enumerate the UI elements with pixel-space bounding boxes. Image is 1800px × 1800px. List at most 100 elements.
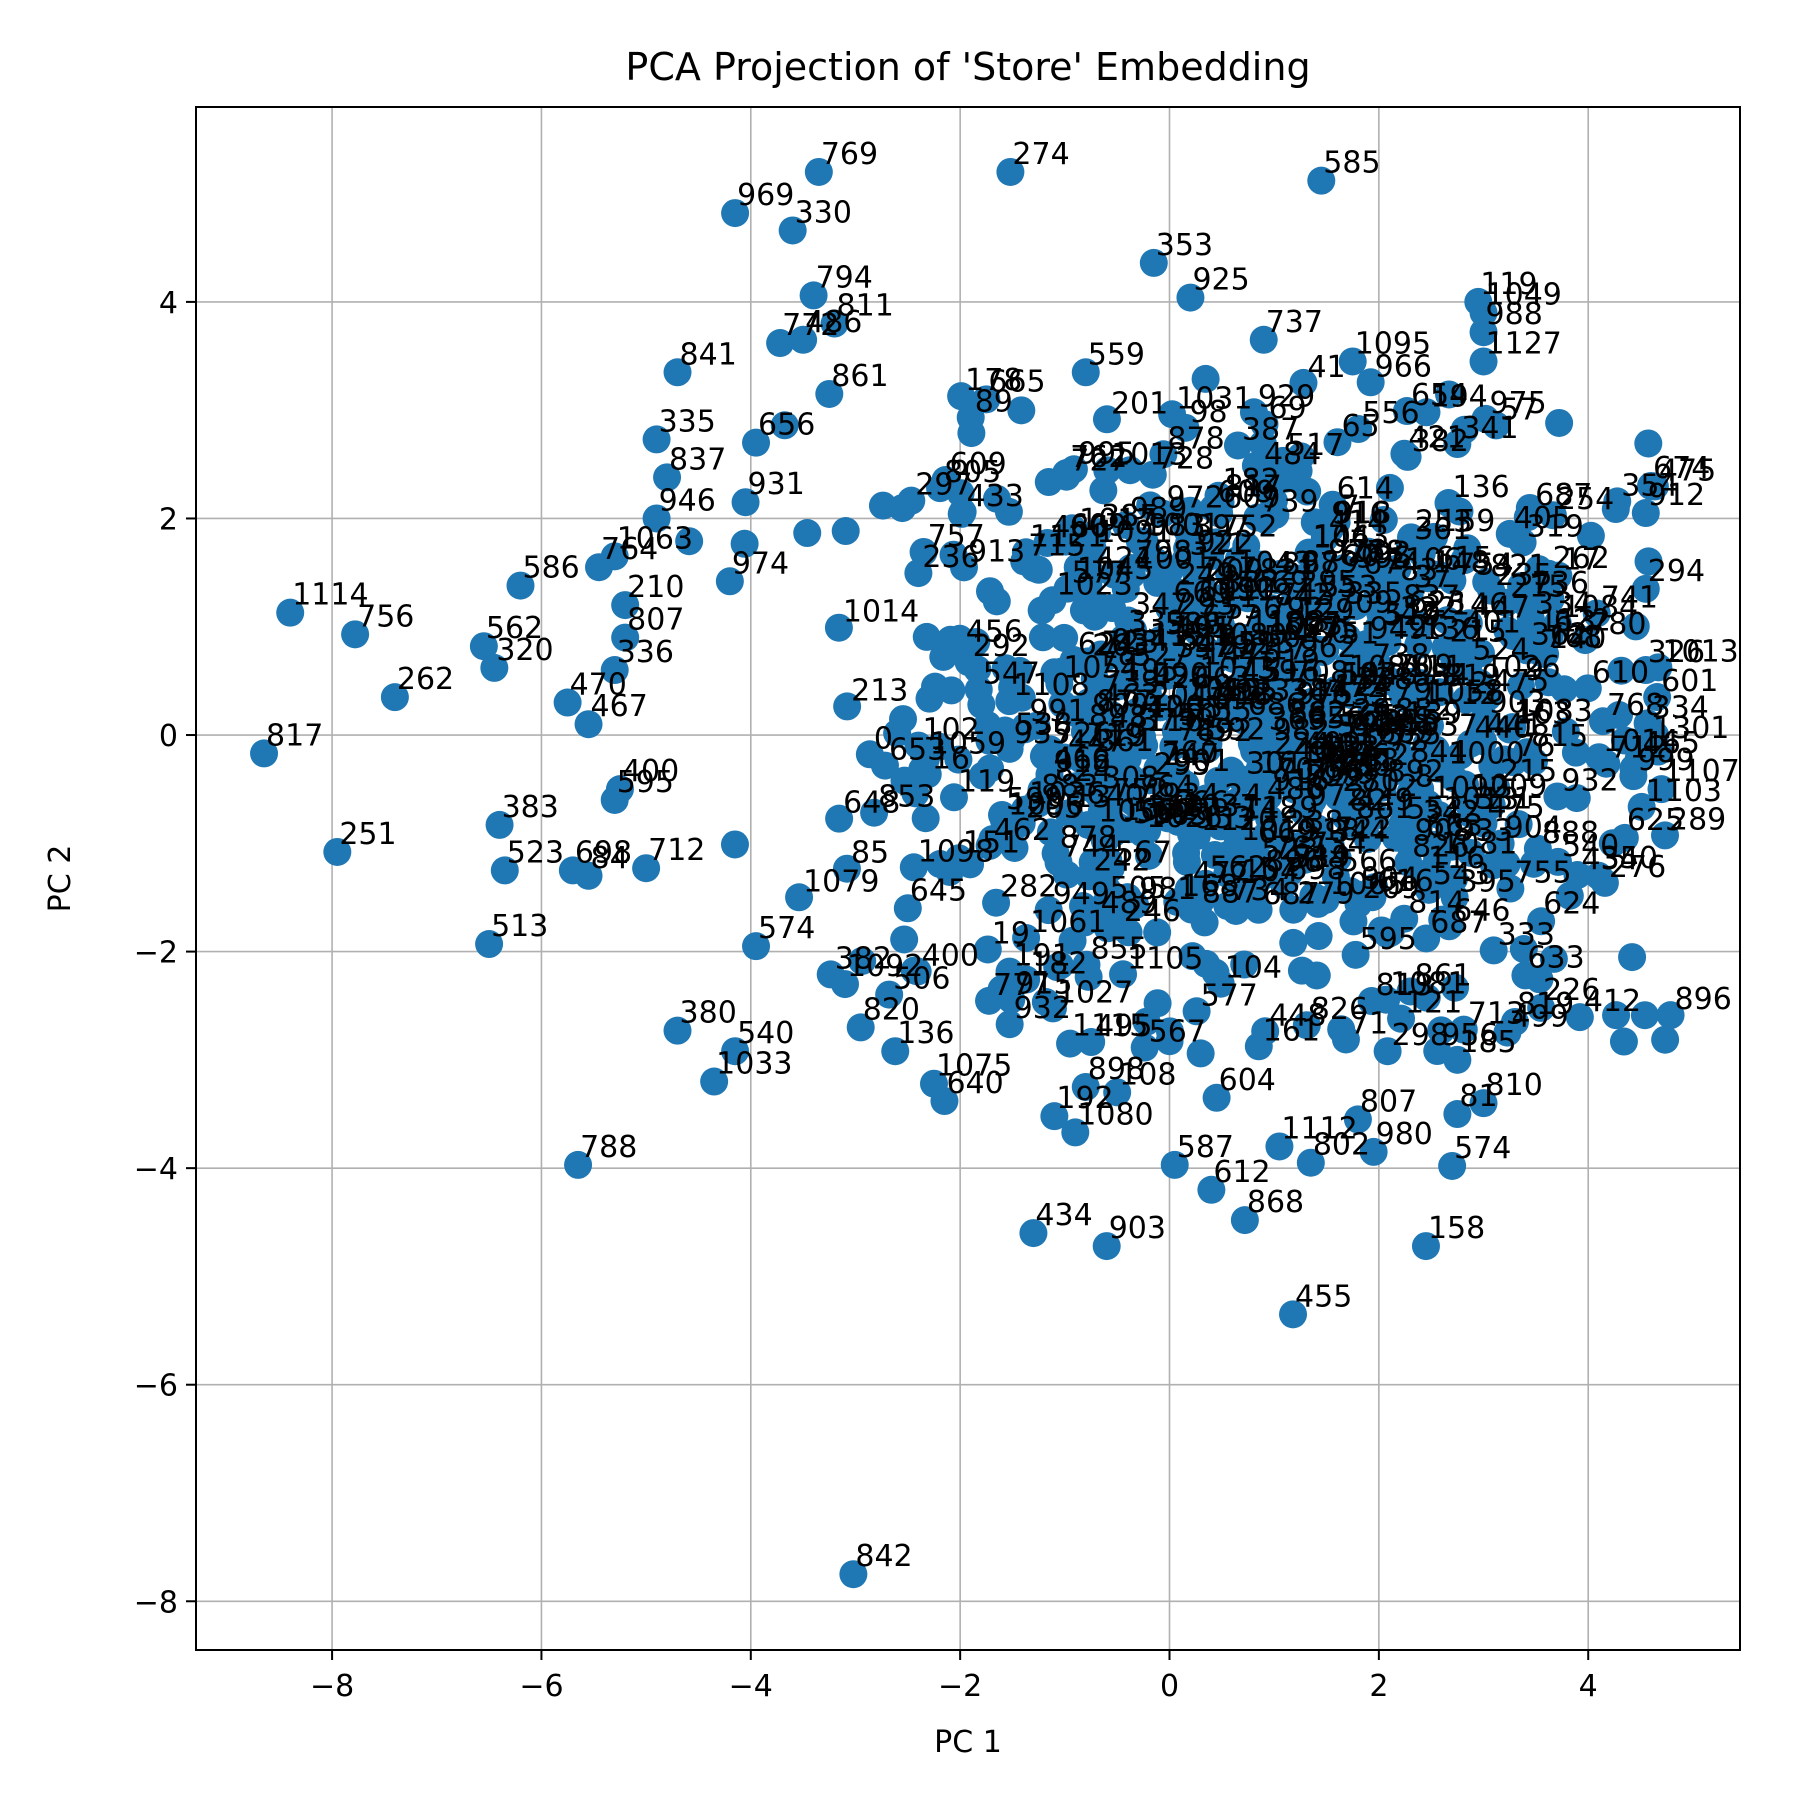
data-point — [1495, 715, 1524, 744]
data-point — [1445, 624, 1474, 653]
point-label: 16 — [1259, 746, 1297, 781]
data-point — [929, 642, 958, 671]
point-label: 139 — [1405, 696, 1462, 731]
data-point — [1631, 499, 1660, 528]
point-label: 182 — [1222, 463, 1279, 498]
data-point — [1618, 943, 1647, 972]
data-point — [1387, 1004, 1416, 1033]
point-label: 354 — [1621, 468, 1678, 503]
point-label: 1301 — [1653, 711, 1729, 746]
point-label: 798 — [1135, 535, 1192, 570]
data-point — [1302, 961, 1331, 990]
data-point — [1321, 862, 1350, 891]
point-label: 382 — [1412, 424, 1469, 459]
point-label: 24 — [1224, 778, 1262, 813]
point-label: 625 — [1627, 803, 1684, 838]
data-point — [1478, 752, 1507, 781]
data-point — [1486, 829, 1515, 858]
data-point — [1023, 787, 1052, 816]
point-label: 334 — [1652, 690, 1709, 725]
point-label: 19 — [1109, 719, 1147, 754]
point-label: 489 — [1101, 886, 1158, 921]
data-point — [1245, 700, 1274, 729]
point-label: 565 — [1339, 699, 1396, 734]
point-label: 29 — [1353, 694, 1391, 729]
point-label: 486 — [1267, 772, 1324, 807]
point-label: 295 — [1299, 565, 1356, 600]
point-label: 903 — [1109, 1211, 1166, 1246]
point-label: 972 — [1167, 481, 1224, 516]
data-point — [1263, 566, 1292, 595]
data-point — [911, 804, 940, 833]
data-point — [1070, 908, 1099, 937]
data-point — [1469, 298, 1498, 327]
data-point — [1028, 623, 1057, 652]
point-label: 656 — [1307, 701, 1364, 736]
data-point — [1504, 810, 1533, 839]
point-label: 547 — [983, 657, 1040, 692]
point-label: 1083 — [1516, 694, 1592, 729]
point-label: 1052 — [1186, 673, 1262, 708]
point-label: 792 — [1267, 592, 1324, 627]
point-label: 950 — [1218, 571, 1275, 606]
point-label: 1061 — [1030, 905, 1106, 940]
data-point — [1412, 924, 1441, 953]
data-point — [1074, 647, 1103, 676]
point-label: 242 — [1093, 843, 1150, 878]
point-label: 308 — [1102, 761, 1159, 796]
data-point — [1243, 503, 1272, 532]
data-point — [1318, 490, 1347, 519]
point-label: 574 — [1454, 1131, 1511, 1166]
data-point — [1637, 471, 1666, 500]
point-label: 543 — [1433, 857, 1490, 892]
data-point — [815, 379, 844, 408]
data-point — [469, 632, 498, 661]
point-label: 470 — [570, 668, 627, 703]
point-label: 614 — [1337, 472, 1394, 507]
point-label: 587 — [1177, 1130, 1234, 1165]
point-label: 744 — [1063, 829, 1120, 864]
data-point — [1338, 810, 1367, 839]
data-point — [1545, 408, 1574, 437]
point-label: 254 — [1557, 482, 1614, 517]
data-point — [1356, 368, 1385, 397]
data-point — [1148, 499, 1177, 528]
point-label: 331 — [1475, 781, 1532, 816]
point-label: 903 — [1489, 686, 1546, 721]
point-label: 738 — [1372, 638, 1429, 673]
point-label: 217 — [1250, 633, 1307, 668]
point-label: 201 — [1111, 386, 1168, 421]
data-point — [1492, 588, 1521, 617]
data-point — [1058, 514, 1087, 543]
data-point — [1143, 918, 1172, 947]
point-label: 1027 — [1057, 975, 1133, 1010]
data-point — [1584, 861, 1613, 890]
data-point — [1341, 940, 1370, 969]
point-label: 85 — [851, 836, 889, 871]
point-label: 400 — [922, 938, 979, 973]
point-label: 757 — [928, 519, 985, 554]
data-point — [1516, 605, 1545, 634]
point-label: 401 — [1106, 779, 1163, 814]
point-label: 333 — [1498, 917, 1555, 952]
y-tick-label: 4 — [159, 286, 178, 321]
point-label: 148 — [1241, 792, 1298, 827]
point-label: 1108 — [1013, 668, 1089, 703]
point-label: 821 — [1260, 554, 1317, 589]
data-point — [250, 739, 279, 768]
data-point — [1007, 683, 1036, 712]
point-label: 111 — [1322, 729, 1379, 764]
point-label: 918 — [1334, 496, 1391, 531]
point-label: 475 — [1487, 791, 1544, 826]
point-label: 104 — [1225, 951, 1282, 986]
point-label: 1013 — [1443, 782, 1519, 817]
data-point — [1656, 1001, 1685, 1030]
data-point — [1479, 851, 1508, 880]
point-label: 320 — [496, 633, 553, 668]
point-label: 752 — [1112, 773, 1169, 808]
data-point — [770, 411, 799, 440]
data-point — [982, 888, 1011, 917]
data-point — [1588, 707, 1617, 736]
point-label: 882 — [1289, 696, 1346, 731]
data-point — [839, 1560, 868, 1589]
